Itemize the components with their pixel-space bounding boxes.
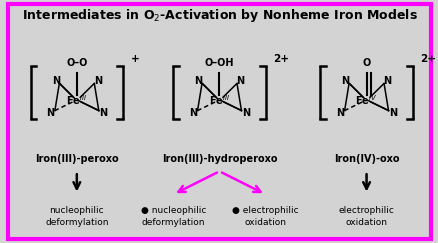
Text: N: N	[94, 76, 102, 87]
Text: 2+: 2+	[273, 54, 289, 64]
Text: N: N	[194, 76, 202, 87]
Text: Intermediates in O$_2$-Activation by Nonheme Iron Models: Intermediates in O$_2$-Activation by Non…	[21, 7, 417, 24]
Text: O–OH: O–OH	[204, 58, 234, 68]
Text: 2+: 2+	[420, 54, 435, 64]
Text: Fe$^{III}$: Fe$^{III}$	[66, 93, 87, 106]
Text: Iron(III)-hydroperoxo: Iron(III)-hydroperoxo	[161, 154, 277, 164]
Text: Fe$^{IV}$: Fe$^{IV}$	[354, 93, 377, 106]
Text: N: N	[336, 108, 343, 118]
Text: N: N	[241, 108, 249, 118]
Text: ● electrophilic
oxidation: ● electrophilic oxidation	[232, 206, 298, 227]
Text: electrophilic
oxidation: electrophilic oxidation	[338, 206, 394, 227]
Text: ● nucleophilic
deformylation: ● nucleophilic deformylation	[141, 206, 205, 227]
Text: N: N	[189, 108, 197, 118]
Text: N: N	[236, 76, 244, 87]
Text: O–O: O–O	[66, 58, 87, 68]
Text: O: O	[362, 58, 370, 68]
Text: N: N	[388, 108, 396, 118]
Text: Fe$^{III}$: Fe$^{III}$	[208, 93, 230, 106]
Text: Iron(III)-peroxo: Iron(III)-peroxo	[35, 154, 118, 164]
Text: Iron(IV)-oxo: Iron(IV)-oxo	[333, 154, 399, 164]
Text: nucleophilic
deformylation: nucleophilic deformylation	[45, 206, 108, 227]
Text: N: N	[52, 76, 60, 87]
Text: N: N	[341, 76, 349, 87]
Text: N: N	[383, 76, 391, 87]
Text: +: +	[131, 54, 139, 64]
Text: N: N	[99, 108, 107, 118]
Text: N: N	[46, 108, 54, 118]
